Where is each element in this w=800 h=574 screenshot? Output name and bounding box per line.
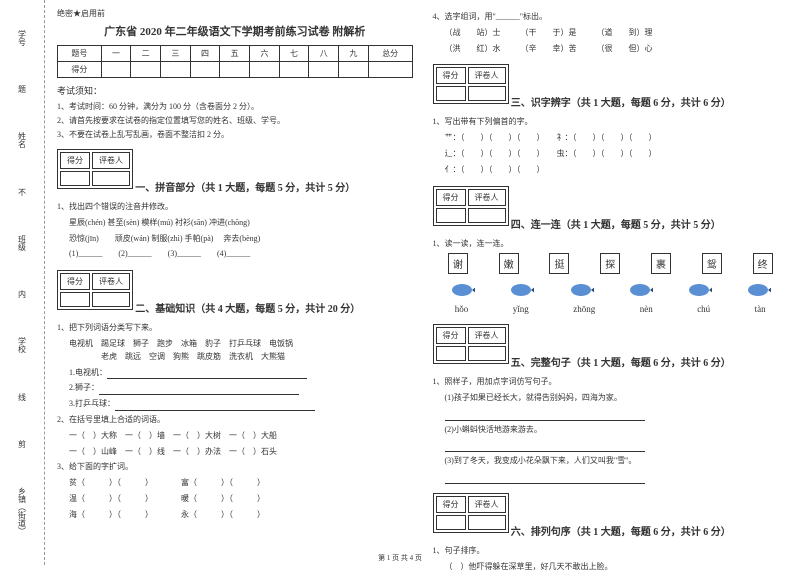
s3-r3[interactable]: 亻：（ ）（ ）（ ） — [433, 164, 789, 177]
bind-c3: 内 — [17, 290, 28, 298]
s5-b2[interactable] — [433, 440, 789, 453]
s1-ans[interactable]: (1)______ (2)______ (3)______ (4)______ — [57, 248, 413, 261]
left-column: 绝密★启用前 广东省 2020 年二年级语文下学期考前练习试卷 附解析 题号 一… — [57, 8, 413, 557]
section1-title: 一、拼音部分（共 1 大题，每题 5 分，共计 5 分） — [135, 179, 355, 194]
fish-row — [433, 280, 789, 300]
s5-b3[interactable] — [433, 471, 789, 484]
pinyin-row: hǒo yǐng zhōng nèn chú tàn — [433, 304, 789, 314]
s5-i2: (2)小蝌蚪快活地游来游去。 — [433, 424, 789, 437]
s2-e2[interactable]: 温（ ）（ ） 暖（ ）（ ） — [57, 493, 413, 506]
notice-1: 1、考试时间：60 分钟，满分为 100 分（含卷面分 2 分）。 — [57, 101, 413, 112]
s5-i3: (3)到了冬天，我变成小花朵飘下来，人们又叫我"雪"。 — [433, 455, 789, 468]
section2-title: 二、基础知识（共 4 大题，每题 5 分，共计 20 分） — [135, 300, 360, 315]
s2-b1[interactable]: 一（ ）大称 一（ ）墙 一（ ）大树 一（ ）大船 — [57, 430, 413, 443]
fish-icon — [449, 280, 475, 300]
s3-opt2[interactable]: （洪 红）水 （辛 幸）苦 （很 但）心 — [433, 43, 789, 56]
section4-scorebox: 得分评卷人 — [433, 186, 509, 226]
fish-icon — [568, 280, 594, 300]
s2-q2: 2、在括号里填上合适的词语。 — [57, 414, 413, 427]
fish-icon — [686, 280, 712, 300]
right-column: 4、选字组词，用"______"标出。 （战 站）士 （干 于）是 （道 到）理… — [433, 8, 789, 557]
s2-q3: 3、给下面的字扩词。 — [57, 461, 413, 474]
bind-c6: 题 — [17, 85, 28, 93]
bind-c4: 不 — [17, 188, 28, 196]
notice-3: 3、不要在试卷上乱写乱画，卷面不整洁扣 2 分。 — [57, 129, 413, 140]
section6-title: 六、排列句序（共 1 大题，每题 6 分，共计 6 分） — [511, 523, 731, 538]
section2-scorebox: 得分评卷人 — [57, 270, 133, 310]
section5-scorebox: 得分评卷人 — [433, 324, 509, 364]
binding-margin: 学号 题 姓名 不 班级 内 学校 线 剪 乡镇（街道） — [0, 0, 45, 565]
page-footer: 第 1 页 共 4 页 — [0, 553, 800, 563]
exam-title: 广东省 2020 年二年级语文下学期考前练习试卷 附解析 — [57, 23, 413, 39]
s2-e1[interactable]: 贫（ ）（ ） 富（ ）（ ） — [57, 477, 413, 490]
bind-l5: 学号 — [17, 30, 28, 46]
fish-icon — [508, 280, 534, 300]
bind-l1: 乡镇（街道） — [17, 487, 28, 535]
score-header-row: 题号 一 二 三 四 五 六 七 八 九 总分 — [58, 46, 413, 62]
seal-text: 绝密★启用前 — [57, 8, 413, 19]
s5-i1: (1)孩子如果已经长大，就得告别妈妈，四海为家。 — [433, 392, 789, 405]
score-table: 题号 一 二 三 四 五 六 七 八 九 总分 得分 — [57, 45, 413, 78]
s1-line2: 恐惊(jīn) 顽皮(wán) 制服(zhì) 手帕(pà) 奔去(bèng) — [57, 233, 413, 246]
s3-q4top: 4、选字组词，用"______"标出。 — [433, 11, 789, 24]
section6-scorebox: 得分评卷人 — [433, 493, 509, 533]
s2-c2[interactable]: 2.狮子： — [57, 382, 413, 395]
char-row: 谢 嫩 挺 探 裹 鸳 终 — [433, 253, 789, 274]
s5-b1[interactable] — [433, 408, 789, 421]
s2-c1[interactable]: 1.电视机： — [57, 367, 413, 380]
s2-b2[interactable]: 一（ ）山峰 一（ ）线 一（ ）办法 一（ ）石头 — [57, 446, 413, 459]
s2-e3[interactable]: 海（ ）（ ） 永（ ）（ ） — [57, 509, 413, 522]
notice-title: 考试须知： — [57, 84, 413, 97]
score-value-row: 得分 — [58, 62, 413, 78]
bind-l4: 姓名 — [17, 132, 28, 148]
bind-c1: 剪 — [17, 440, 28, 448]
bind-c2: 线 — [17, 393, 28, 401]
section5-title: 五、完整句子（共 1 大题，每题 6 分，共计 6 分） — [511, 354, 731, 369]
notice-2: 2、请首先按要求在试卷的指定位置填写您的姓名、班级、学号。 — [57, 115, 413, 126]
section4-title: 四、连一连（共 1 大题，每题 5 分，共计 5 分） — [511, 216, 721, 231]
s3-r2[interactable]: 辶：（ ）（ ）（ ） 虫：（ ）（ ）（ ） — [433, 148, 789, 161]
s3-q1: 1、写出带有下列偏首的字。 — [433, 116, 789, 129]
s3-r1[interactable]: 艹：（ ）（ ）（ ） 礻：（ ）（ ）（ ） — [433, 132, 789, 145]
fish-icon — [627, 280, 653, 300]
s3-opt1[interactable]: （战 站）士 （干 于）是 （道 到）理 — [433, 27, 789, 40]
s2-q1: 1、把下列词语分类写下来。 — [57, 322, 413, 335]
s4-q: 1、读一读，连一连。 — [433, 238, 789, 251]
section3-scorebox: 得分评卷人 — [433, 64, 509, 104]
bind-l3: 班级 — [17, 235, 28, 251]
s1-q: 1、找出四个错误的注音并修改。 — [57, 201, 413, 214]
s5-q: 1、照样子，用加点字词仿写句子。 — [433, 376, 789, 389]
s1-line1: 星辰(chén) 甚至(sèn) 模样(mú) 衬衫(sān) 冲进(chōng… — [57, 217, 413, 230]
section3-title: 三、识字辨字（共 1 大题，每题 6 分，共计 6 分） — [511, 94, 731, 109]
section1-scorebox: 得分评卷人 — [57, 149, 133, 189]
s2-c3[interactable]: 3.打乒乓球： — [57, 398, 413, 411]
fish-icon — [745, 280, 771, 300]
s2-words: 电视机 踢足球 狮子 跑步 冰箱 豹子 打乒乓球 电饭锅 老虎 跳远 空调 狗熊… — [57, 338, 413, 364]
bind-l2: 学校 — [17, 337, 28, 353]
main-content: 绝密★启用前 广东省 2020 年二年级语文下学期考前练习试卷 附解析 题号 一… — [45, 0, 800, 565]
